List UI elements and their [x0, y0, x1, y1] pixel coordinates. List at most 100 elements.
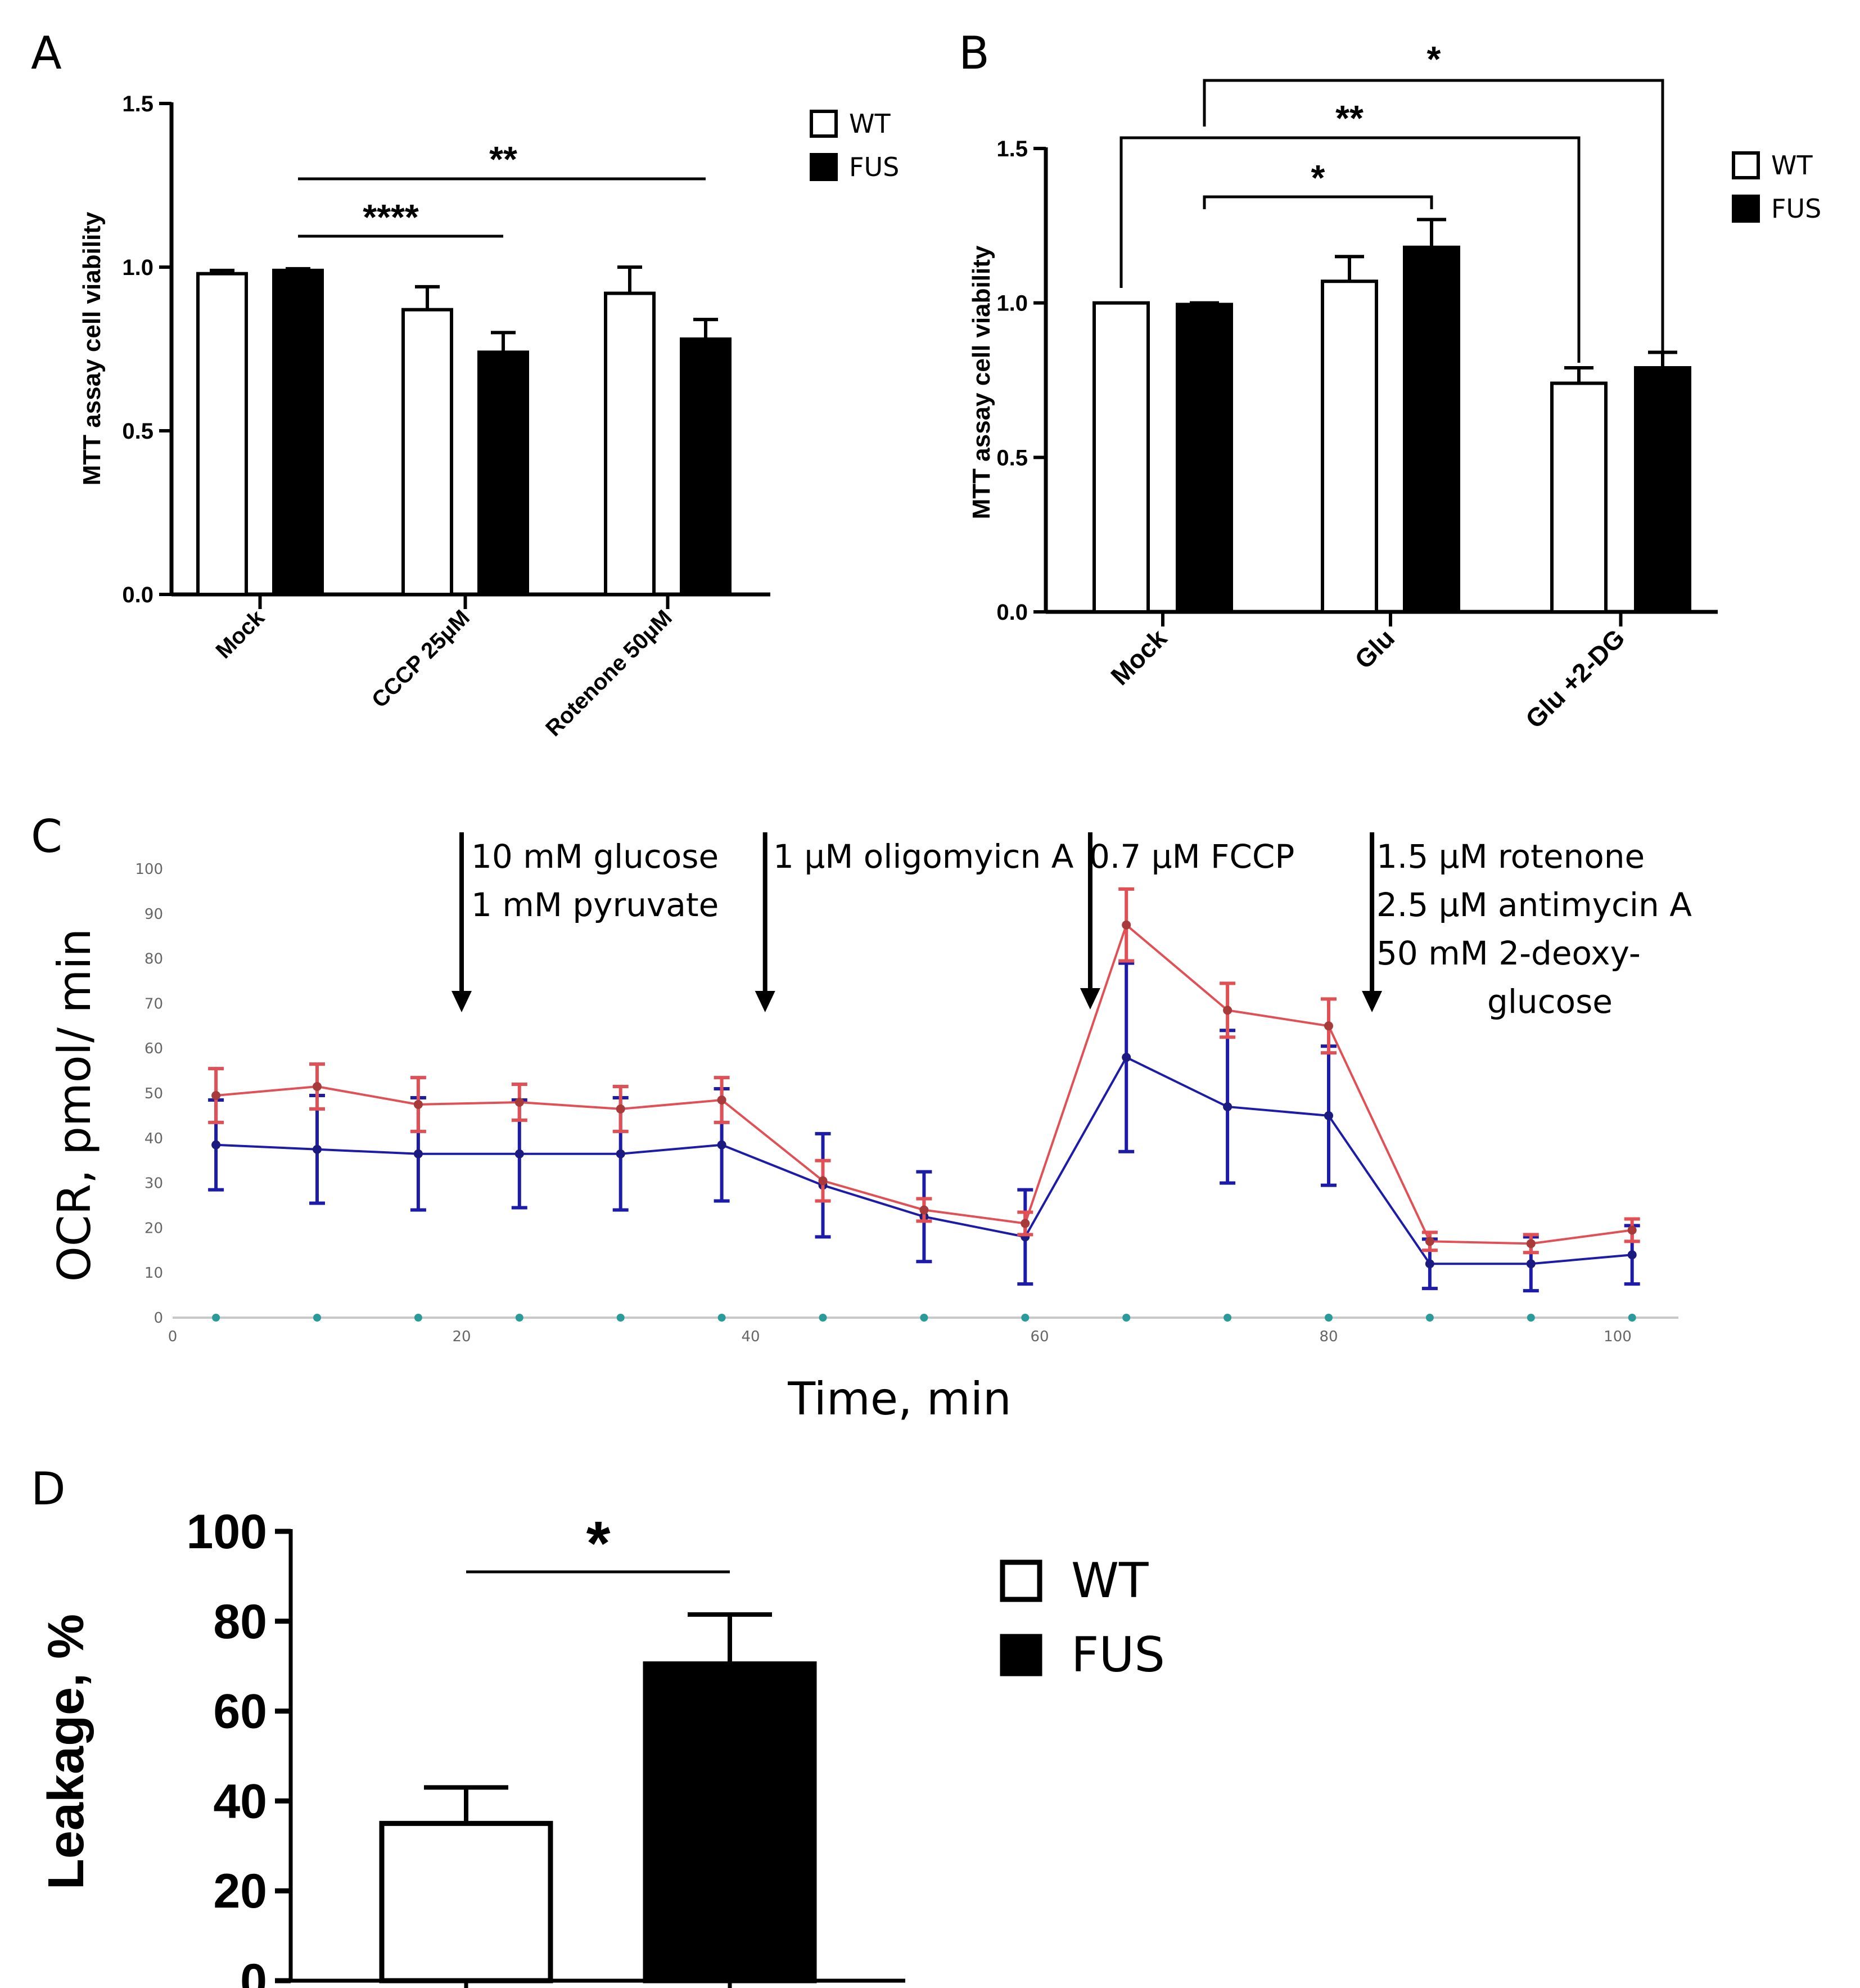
data-point-baseline — [1628, 1314, 1636, 1322]
data-point-red — [1627, 1225, 1637, 1235]
panel-label-b: B — [959, 27, 990, 79]
data-point-baseline — [515, 1314, 523, 1322]
sig-a-2-label: ** — [489, 139, 517, 179]
data-point-red — [616, 1104, 625, 1114]
bar-wt — [379, 1820, 553, 1984]
data-point-baseline — [1122, 1314, 1131, 1322]
data-point-red — [1223, 1006, 1233, 1015]
y-axis-title: MTT assay cell viability — [968, 245, 995, 519]
y-tick-label: 100 — [135, 861, 163, 878]
y-tick-label: 0.0 — [996, 600, 1028, 625]
injection-label: 10 mM glucose — [471, 837, 719, 876]
sig-b-2-bracket — [1119, 136, 1581, 363]
injection-label: 0.7 μM FCCP — [1089, 837, 1294, 876]
bar-fus-2 — [680, 337, 732, 596]
data-point-blue — [1627, 1250, 1637, 1260]
legend-swatch-wt — [810, 110, 838, 138]
data-point-baseline — [1425, 1314, 1434, 1322]
legend-swatch-wt — [1732, 151, 1760, 179]
bar-fus-2 — [1634, 366, 1691, 614]
data-point-red — [1122, 920, 1131, 930]
legend-label-wt: WT — [849, 109, 891, 139]
data-point-red — [1324, 1021, 1333, 1031]
data-point-blue — [413, 1149, 423, 1158]
y-tick-label: 60 — [213, 1685, 267, 1739]
data-point-baseline — [313, 1314, 321, 1322]
data-point-blue — [1425, 1259, 1434, 1269]
panel-label-a: A — [31, 27, 62, 79]
bar-wt-2 — [1550, 381, 1608, 614]
panel-c: C 0 10 20 30 40 50 60 70 80 90 100 0 20 40 60 80 100 OCR, … — [31, 810, 1692, 1425]
bar-fus-0 — [1176, 303, 1233, 614]
sig-b-3-bracket — [1203, 79, 1664, 363]
data-point-red — [1526, 1239, 1536, 1248]
legend-label-wt: WT — [1071, 1553, 1149, 1609]
y-tick-label: 20 — [213, 1864, 267, 1918]
data-point-red — [1021, 1219, 1030, 1228]
injection-arrow-head — [1362, 991, 1383, 1012]
data-point-baseline — [414, 1314, 422, 1322]
injection-label: 50 mM 2-deoxy- — [1376, 934, 1641, 972]
data-point-baseline — [1021, 1314, 1030, 1322]
data-point-red — [818, 1176, 828, 1185]
y-tick-label: 10 — [145, 1265, 163, 1282]
y-tick-label: 0 — [240, 1954, 267, 1988]
data-point-blue — [717, 1140, 726, 1149]
legend-label-fus: FUS — [849, 152, 899, 182]
data-point-blue — [616, 1149, 625, 1158]
data-point-baseline — [717, 1314, 726, 1322]
legend-label-fus: FUS — [1771, 193, 1821, 224]
injection-label: glucose — [1487, 982, 1613, 1021]
y-axis-title: OCR, pmol/ min — [48, 928, 101, 1282]
y-tick-label: 40 — [213, 1774, 267, 1828]
y-tick-label: 0 — [154, 1310, 163, 1327]
y-axis-title: MTT assay cell viability — [78, 211, 106, 485]
sig-b-3-label: * — [1427, 39, 1441, 79]
data-point-blue — [1324, 1111, 1333, 1120]
sig-b-1-label: * — [1311, 157, 1325, 198]
legend-swatch-fus — [810, 153, 838, 181]
data-point-blue — [313, 1144, 322, 1154]
data-point-red — [1425, 1237, 1434, 1246]
injection-arrow-head — [452, 991, 472, 1012]
data-point-red — [717, 1095, 726, 1105]
data-point-baseline — [920, 1314, 928, 1322]
x-tick-label: 20 — [452, 1328, 471, 1345]
bar-fus-0 — [272, 268, 324, 596]
injection-arrow-head — [1080, 988, 1100, 1009]
data-point-baseline — [616, 1314, 625, 1322]
data-point-baseline — [1527, 1314, 1535, 1322]
y-tick-label: 0.5 — [996, 445, 1028, 470]
y-axis-title: Leakage, % — [38, 1614, 94, 1890]
bar-wt-1 — [401, 308, 453, 596]
y-tick-label: 30 — [145, 1175, 163, 1192]
data-point-red — [413, 1099, 423, 1109]
y-tick-label: 1.5 — [996, 137, 1028, 161]
y-tick-label: 1.5 — [122, 92, 154, 116]
data-point-baseline — [1224, 1314, 1232, 1322]
bar-wt-0 — [196, 272, 248, 596]
x-tick-label: 40 — [741, 1328, 760, 1345]
legend-swatch-fus — [1732, 195, 1760, 223]
legend-label-fus: FUS — [1071, 1627, 1165, 1683]
y-tick-label: 80 — [145, 951, 163, 968]
data-point-baseline — [819, 1314, 827, 1322]
bar-fus-1 — [1403, 245, 1460, 614]
legend-swatch-fus — [1000, 1634, 1042, 1676]
y-tick-label: 0.5 — [122, 419, 154, 444]
x-tick-label: 60 — [1030, 1328, 1049, 1345]
sig-b-1-bracket — [1203, 195, 1433, 209]
data-point-red — [514, 1097, 524, 1107]
bar-fus — [643, 1661, 817, 1984]
legend-swatch-wt — [1000, 1559, 1042, 1602]
bar-wt-0 — [1092, 301, 1150, 614]
sig-d-label: * — [586, 1509, 611, 1578]
legend-label-wt: WT — [1771, 150, 1813, 181]
x-tick-label: 80 — [1319, 1328, 1338, 1345]
injection-label: 2.5 μM antimycin A — [1376, 886, 1692, 924]
y-tick-label: 0.0 — [122, 583, 154, 607]
data-point-red — [313, 1082, 322, 1092]
bar-wt-2 — [604, 291, 656, 596]
y-tick-label: 40 — [145, 1130, 163, 1147]
